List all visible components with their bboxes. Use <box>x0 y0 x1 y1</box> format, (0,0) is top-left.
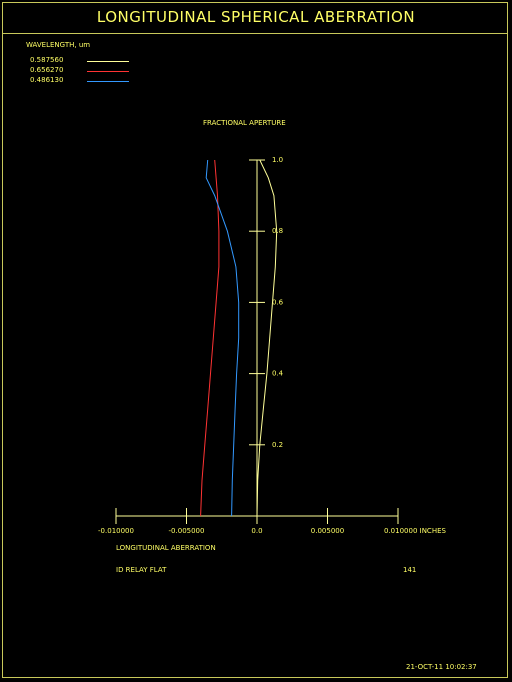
series-line <box>205 159 240 517</box>
legend-item-2: 0.486130 <box>30 76 140 86</box>
legend-label: 0.656270 <box>30 66 64 74</box>
timestamp: 21-OCT-11 10:02:37 <box>406 663 477 671</box>
y-axis-label: FRACTIONAL APERTURE <box>203 119 286 127</box>
y-tick-label: 0.6 <box>272 298 284 306</box>
x-tick-label: -0.010000 <box>98 527 134 535</box>
legend-label: 0.486130 <box>30 76 64 84</box>
legend-item-0: 0.587560 <box>30 56 140 66</box>
legend-swatch-yellow <box>87 61 129 62</box>
y-tick-label: 1.0 <box>272 156 283 164</box>
y-tick-label: 0.4 <box>272 370 284 378</box>
y-tick-label: 0.2 <box>272 441 283 449</box>
x-axis-label: LONGITUDINAL ABERRATION <box>116 544 216 552</box>
series-line <box>256 159 278 517</box>
plot-frame <box>2 2 508 678</box>
legend-swatch-red <box>87 71 129 72</box>
title-divider <box>2 33 508 34</box>
legend-heading: WAVELENGTH, um <box>26 41 91 49</box>
system-name: ID RELAY FLAT <box>116 566 167 574</box>
legend-swatch-blue <box>87 81 129 82</box>
y-tick-label: 0.8 <box>272 227 283 235</box>
surface-count: 141 <box>403 566 417 574</box>
legend-label: 0.587560 <box>30 56 64 64</box>
x-tick-label: 0.005000 <box>311 527 344 535</box>
x-tick-label: 0.010000 INCHES <box>384 527 447 535</box>
legend-item-1: 0.656270 <box>30 66 140 76</box>
x-tick-label: -0.005000 <box>169 527 205 535</box>
plot-title: LONGITUDINAL SPHERICAL ABERRATION <box>96 8 416 26</box>
x-tick-label: 0.0 <box>251 527 262 535</box>
series-line <box>200 159 220 517</box>
